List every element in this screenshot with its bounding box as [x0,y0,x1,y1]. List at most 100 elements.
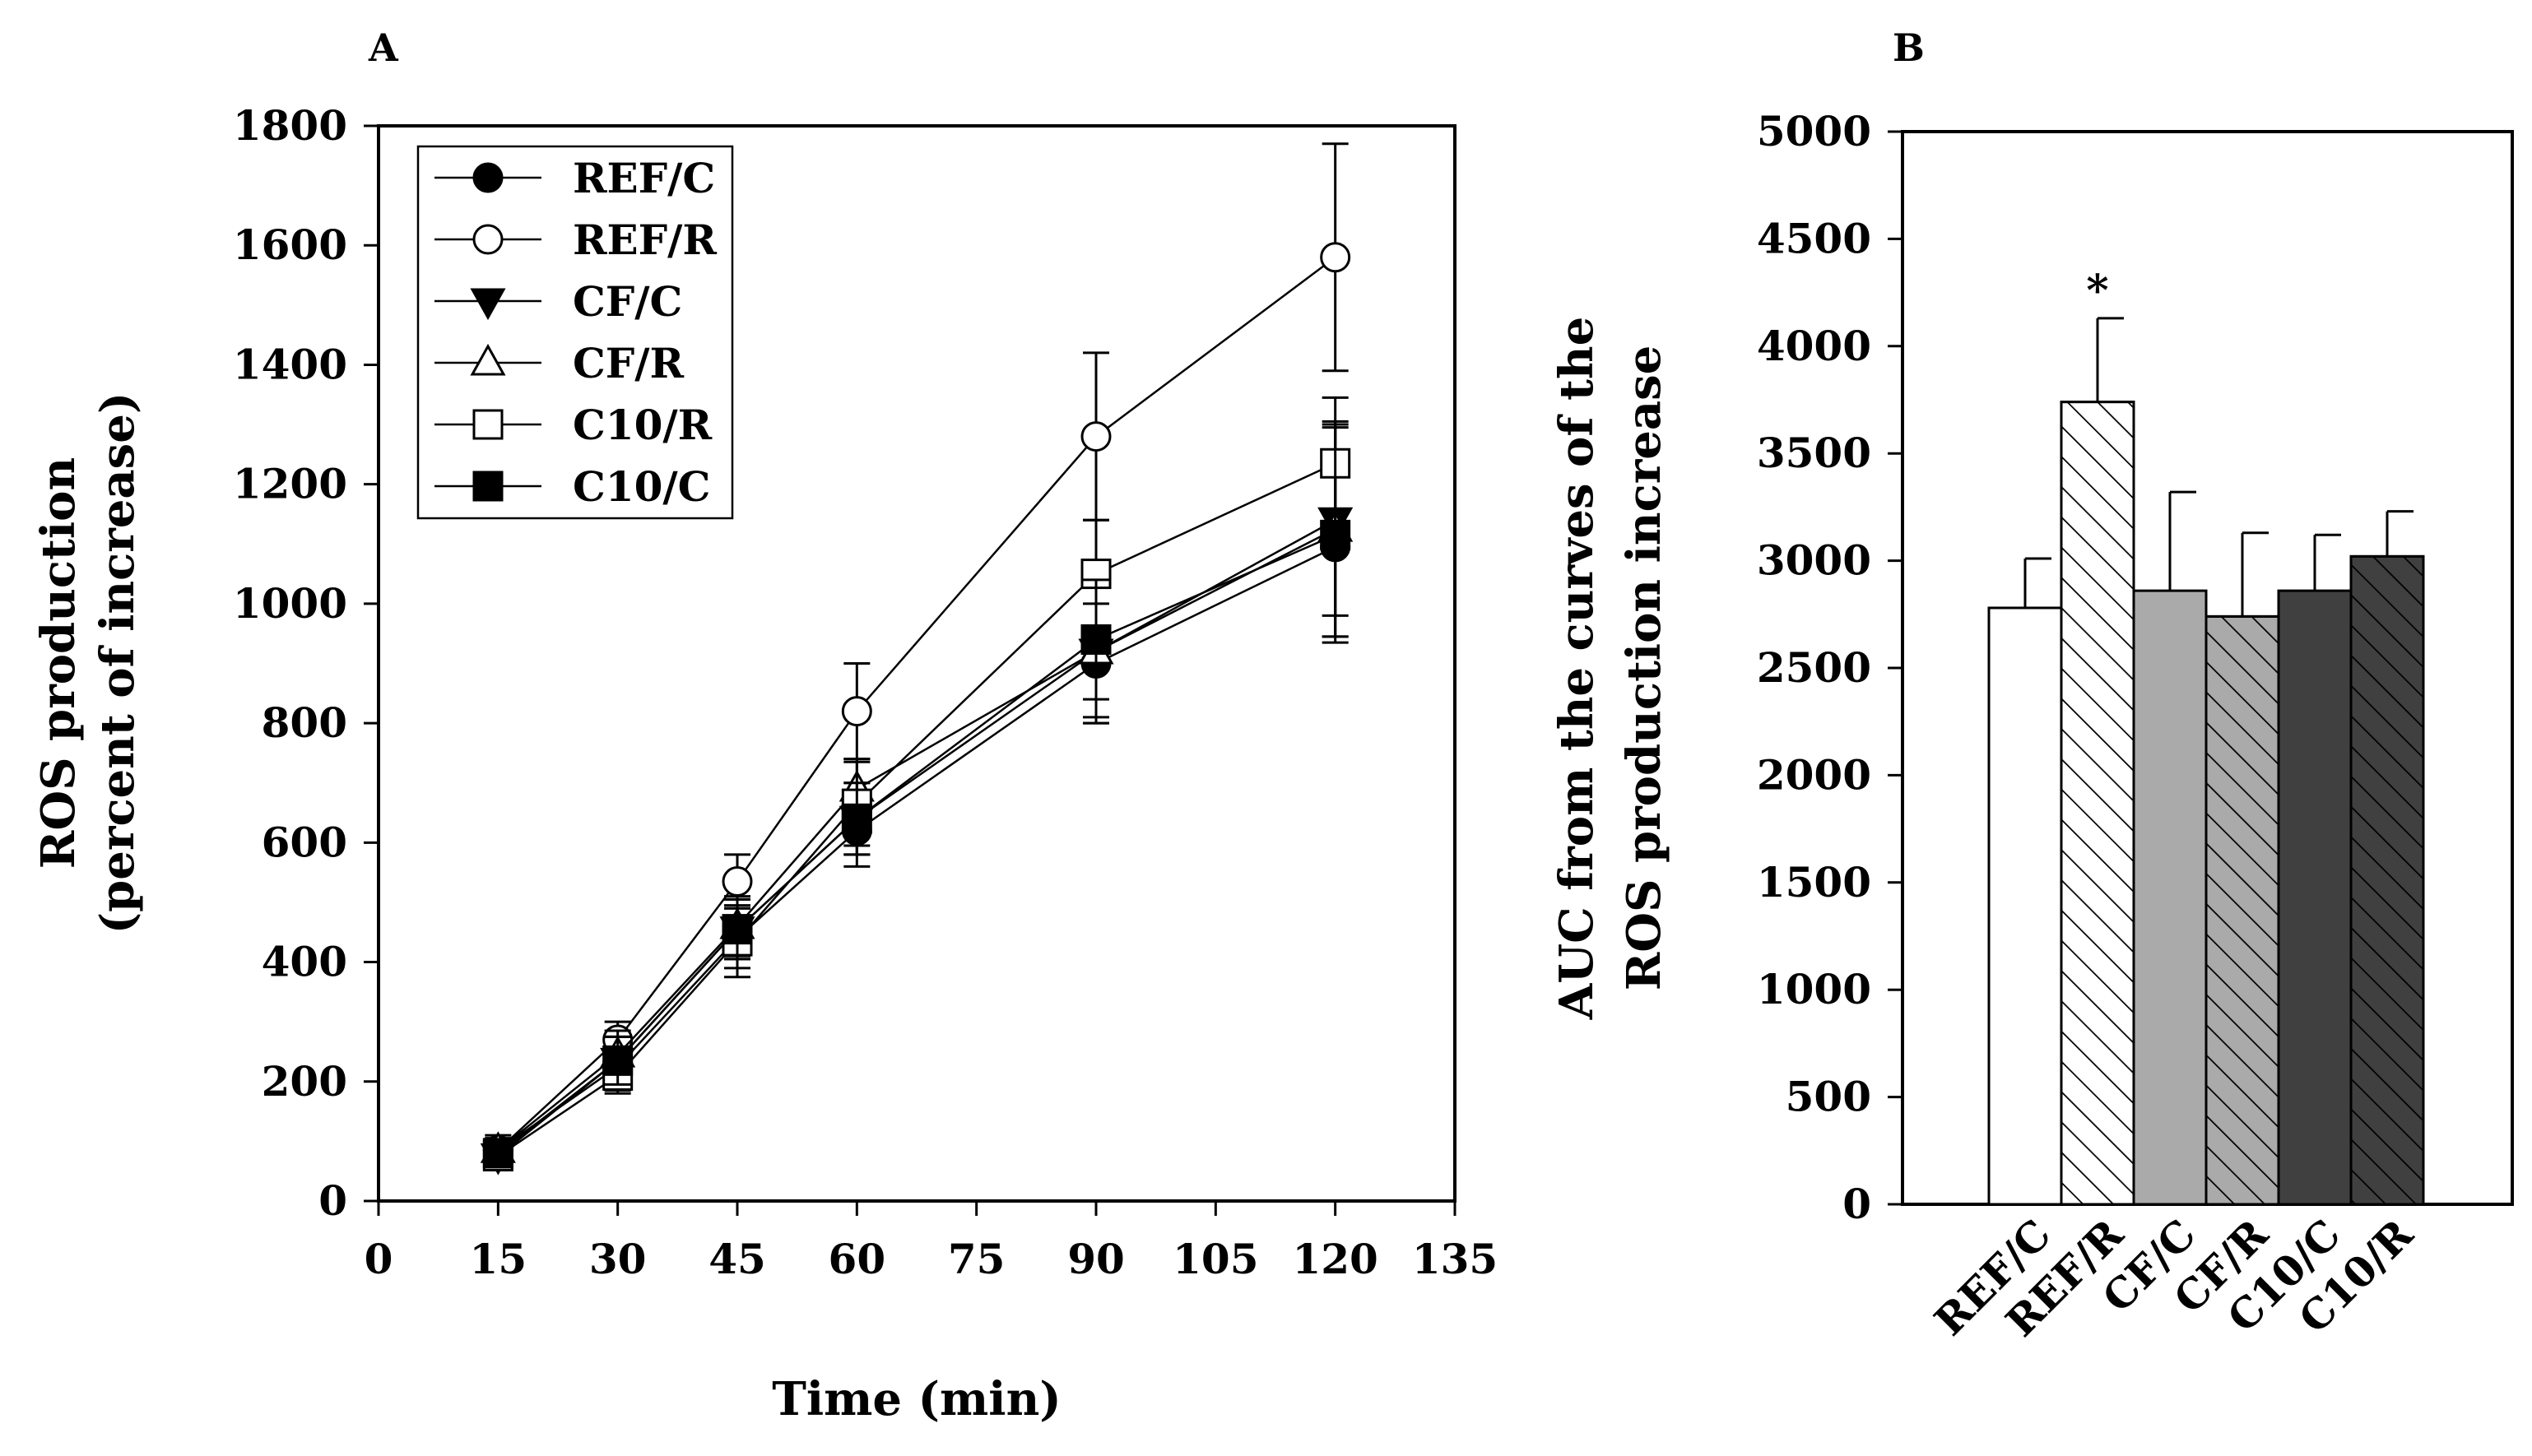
bar-ref-r: * [2060,266,2135,1206]
legend-label: C10/R [573,401,713,449]
y-tick-label: 2000 [1757,750,1871,799]
y-tick-label: 2500 [1757,643,1871,692]
panel-b-label: B [1893,26,1925,70]
data-point-c10-c [1080,624,1112,655]
data-point-c10-c [482,1138,513,1169]
y-tick-label: 1000 [1757,965,1871,1013]
legend-entry-cf-c: CF/C [434,277,682,326]
error-bar [2023,557,2051,608]
data-point-ref-r [1320,242,1351,273]
x-tick-label: 15 [470,1235,527,1283]
data-point-c10-c [722,914,753,945]
panel-a-y-ticks: 0 200 400 600 800 1000 1200 1400 1600 1800 [233,101,379,1225]
legend-entry-ref-r: REF/R [434,216,717,264]
legend-label: REF/C [573,154,715,202]
panel-a-x-axis-label: Time (min) [772,1372,1062,1426]
data-point-ref-r [1080,421,1112,452]
x-tick-label: 60 [829,1235,886,1283]
x-tick-label: 90 [1067,1235,1125,1283]
legend-marker [472,224,504,255]
y-tick-label: 3000 [1757,536,1871,585]
panel-a-y-axis-label-line-2: (percent of increase) [91,392,145,934]
bar-hatch-cf-r [2204,614,2280,1206]
x-tick-label: 0 [365,1235,393,1283]
data-point-c10-c [1320,519,1351,550]
series-line-ref-r [497,256,1336,1152]
legend-marker [472,162,504,193]
y-tick-label: 1000 [233,579,347,628]
bar-fill-cf-c [2132,589,2208,1206]
data-point-c10-c [602,1045,634,1076]
panel-a-label: A [368,26,399,70]
bar-c10-r [2349,510,2425,1206]
bar-hatch-ref-r [2060,401,2135,1206]
panel-a-plot-frame [377,124,1456,1203]
y-tick-label: 1600 [233,220,347,269]
panel-b: B 0 500 1000 1500 2000 2500 3000 3500 4000 4500 50… [1549,26,2514,1346]
y-tick-label: 600 [262,818,347,866]
x-tick-label: 105 [1173,1235,1258,1283]
significance-marker: * [2086,266,2108,316]
panel-a: A 0 15 30 45 60 75 90 105 120 135 0 200 400 600 800 10… [31,26,1498,1426]
panel-a-x-ticks: 0 15 30 45 60 75 90 105 120 135 [365,1201,1498,1283]
y-tick-label: 5000 [1757,107,1871,155]
bar-ref-c [1987,557,2063,1206]
y-tick-label: 0 [318,1176,347,1225]
y-tick-label: 1200 [233,460,347,508]
x-tick-label: 75 [948,1235,1006,1283]
y-tick-label: 400 [262,938,347,986]
series-line-cf-r [497,528,1336,1152]
error-bar [2168,490,2196,591]
bar-fill-c10-c [2277,589,2353,1206]
y-tick-label: 0 [1842,1180,1871,1228]
series-line-ref-c [497,545,1336,1152]
legend-marker [470,343,506,376]
legend-label: C10/C [573,462,710,511]
data-point-ref-r [722,866,753,897]
legend-entry-ref-c: REF/C [434,154,715,202]
x-tick-label: 45 [708,1235,766,1283]
bar-fill-ref-c [1987,606,2063,1206]
y-tick-label: 3500 [1757,429,1871,477]
x-tick-label: 30 [589,1235,647,1283]
bar-c10-c [2277,533,2353,1206]
series-c10-c [482,426,1351,1169]
error-bar [2313,533,2341,591]
panel-a-y-axis-label-line-1: ROS production [31,457,86,869]
y-tick-label: 500 [1786,1073,1871,1121]
legend-label: CF/C [573,277,682,326]
legend-marker [472,471,504,502]
bar-hatch-c10-r [2349,554,2425,1206]
data-point-ref-r [841,696,872,727]
series-line-c10-r [497,462,1336,1157]
error-bar [2241,531,2269,617]
error-bar [2096,317,2124,402]
error-bar [2386,510,2414,557]
data-point-c10-c [841,803,872,834]
y-tick-label: 4500 [1757,214,1871,262]
y-tick-label: 200 [262,1057,347,1106]
panel-b-y-axis-label-line-1: AUC from the curves of the [1549,317,1604,1020]
legend-marker [472,409,504,440]
bar-cf-c [2132,490,2208,1206]
y-tick-label: 1400 [233,340,347,388]
legend-marker [470,288,506,321]
panel-a-legend: REF/C REF/R CF/C CF/R C10/R C10/C [416,145,734,520]
y-tick-label: 800 [262,698,347,747]
y-tick-label: 1800 [233,101,347,150]
y-tick-label: 4000 [1757,322,1871,370]
panel-b-y-ticks: 0 500 1000 1500 2000 2500 3000 3500 4000 4500 5000 [1757,107,1902,1228]
legend-entry-c10-c: C10/C [434,462,710,511]
legend-entry-cf-r: CF/R [434,339,685,387]
legend-entry-c10-r: C10/R [434,401,713,449]
panel-b-bars: * [1987,266,2425,1206]
x-tick-label: 135 [1412,1235,1498,1283]
series-line-c10-c [497,534,1336,1154]
panel-b-y-axis-label-line-2: ROS production increase [1617,345,1671,991]
panel-a-series [480,142,1354,1175]
panel-a-legend-frame [416,145,734,520]
legend-label: REF/R [573,216,717,264]
y-tick-label: 1500 [1757,858,1871,907]
